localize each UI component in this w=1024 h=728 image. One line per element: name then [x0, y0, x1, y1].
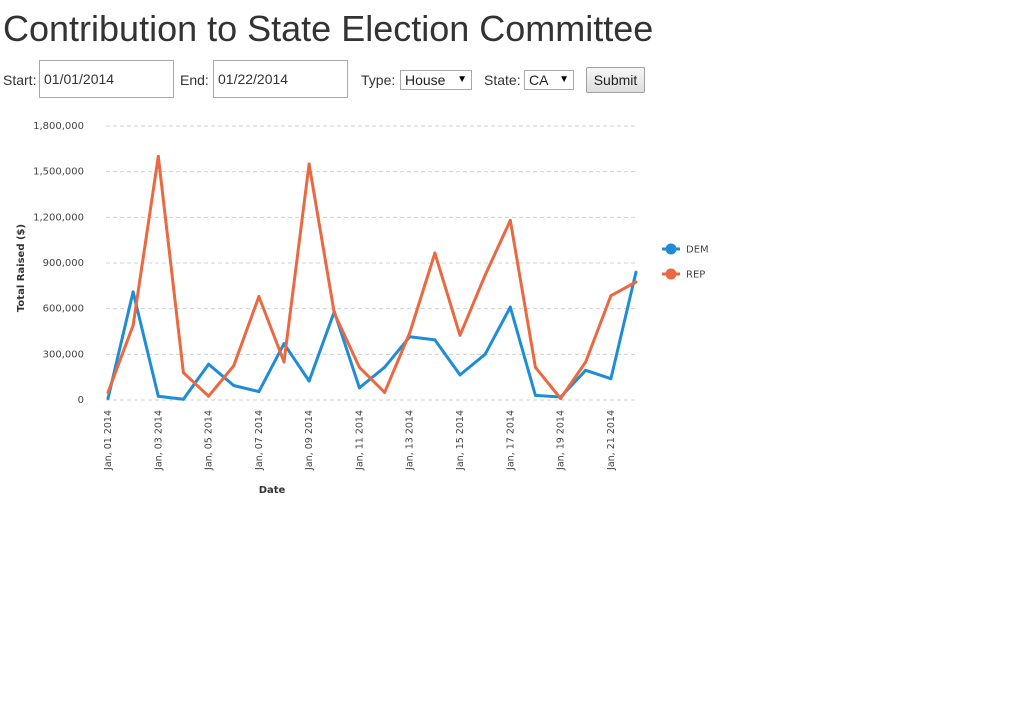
- page-title: Contribution to State Election Committee: [3, 8, 654, 49]
- data-point-dem: [357, 386, 361, 390]
- end-label: End:: [180, 72, 209, 88]
- x-axis-label: Date: [259, 485, 286, 496]
- series-line-rep: [106, 154, 637, 400]
- data-point-rep: [508, 218, 512, 222]
- x-tick-label: Jan, 17 2014: [505, 410, 516, 471]
- x-tick-label: Jan, 09 2014: [304, 410, 315, 471]
- data-point-dem: [433, 338, 437, 342]
- data-point-dem: [383, 365, 387, 369]
- data-point-dem: [508, 305, 512, 309]
- x-tick-label: Jan, 01 2014: [103, 410, 114, 471]
- data-point-rep: [609, 294, 613, 298]
- x-tick-label: Jan, 03 2014: [153, 410, 164, 471]
- data-point-dem: [634, 270, 638, 274]
- data-point-dem: [609, 377, 613, 381]
- legend-label-dem: DEM: [686, 245, 709, 256]
- x-tick-label: Jan, 15 2014: [455, 410, 466, 471]
- x-tick-label: Jan, 13 2014: [405, 410, 416, 471]
- type-select[interactable]: House ▼: [400, 70, 472, 90]
- x-tick-label: Jan, 19 2014: [556, 410, 567, 471]
- data-point-rep: [408, 331, 412, 335]
- data-point-dem: [207, 362, 211, 366]
- data-point-rep: [131, 323, 135, 327]
- data-point-rep: [383, 390, 387, 394]
- dropdown-arrow-icon: ▼: [559, 74, 569, 85]
- data-point-rep: [332, 311, 336, 315]
- data-point-rep: [106, 390, 110, 394]
- data-point-rep: [584, 360, 588, 364]
- data-point-dem: [458, 373, 462, 377]
- y-tick-label: 900,000: [43, 258, 84, 269]
- data-point-dem: [533, 393, 537, 397]
- data-point-dem: [584, 368, 588, 372]
- data-point-rep: [207, 394, 211, 398]
- data-point-rep: [181, 371, 185, 375]
- data-point-dem: [257, 390, 261, 394]
- state-select-value: CA: [529, 72, 549, 88]
- legend-marker-dem: [665, 243, 677, 255]
- y-tick-label: 0: [78, 395, 84, 406]
- submit-button[interactable]: Submit: [586, 67, 645, 93]
- data-point-rep: [282, 360, 286, 364]
- y-tick-label: 600,000: [43, 304, 84, 315]
- y-tick-label: 1,500,000: [33, 167, 84, 178]
- line-chart: 0 300,000 600,000 900,000 1,200,000 1,500,000…: [16, 121, 709, 496]
- data-point-dem: [232, 384, 236, 388]
- data-point-rep: [533, 365, 537, 369]
- data-point-dem: [483, 352, 487, 356]
- data-point-dem: [131, 290, 135, 294]
- data-point-rep: [232, 364, 236, 368]
- data-point-rep: [559, 396, 563, 400]
- start-date-input[interactable]: [39, 60, 174, 98]
- x-tick-label: Jan, 07 2014: [254, 410, 265, 471]
- legend-marker-rep: [665, 268, 677, 280]
- state-label: State:: [484, 72, 521, 88]
- data-point-rep: [357, 365, 361, 369]
- filter-form: Start: End: Type: House ▼ State: CA ▼ Su…: [3, 60, 1013, 100]
- data-point-rep: [156, 154, 160, 158]
- data-point-dem: [106, 396, 110, 400]
- type-label: Type:: [361, 72, 396, 88]
- y-tick-label: 300,000: [43, 349, 84, 360]
- data-point-rep: [257, 294, 261, 298]
- data-point-dem: [156, 394, 160, 398]
- x-tick-label: Jan, 05 2014: [204, 410, 215, 471]
- data-point-rep: [483, 273, 487, 277]
- data-point-rep: [307, 162, 311, 166]
- data-point-rep: [634, 280, 638, 284]
- dropdown-arrow-icon: ▼: [457, 74, 467, 85]
- end-date-input[interactable]: [213, 60, 348, 98]
- y-tick-label: 1,200,000: [33, 212, 84, 223]
- data-point-rep: [458, 333, 462, 337]
- legend-label-rep: REP: [686, 270, 705, 281]
- state-select[interactable]: CA ▼: [524, 70, 574, 90]
- data-point-dem: [181, 397, 185, 401]
- series-line-dem: [106, 271, 638, 401]
- start-label: Start:: [3, 72, 37, 88]
- y-tick-label: 1,800,000: [33, 121, 84, 132]
- x-tick-label: Jan, 21 2014: [606, 410, 617, 471]
- x-tick-label: Jan, 11 2014: [354, 410, 365, 471]
- y-axis-label: Total Raised ($): [16, 224, 27, 312]
- data-point-rep: [433, 251, 437, 255]
- type-select-value: House: [405, 72, 446, 88]
- data-point-dem: [307, 379, 311, 383]
